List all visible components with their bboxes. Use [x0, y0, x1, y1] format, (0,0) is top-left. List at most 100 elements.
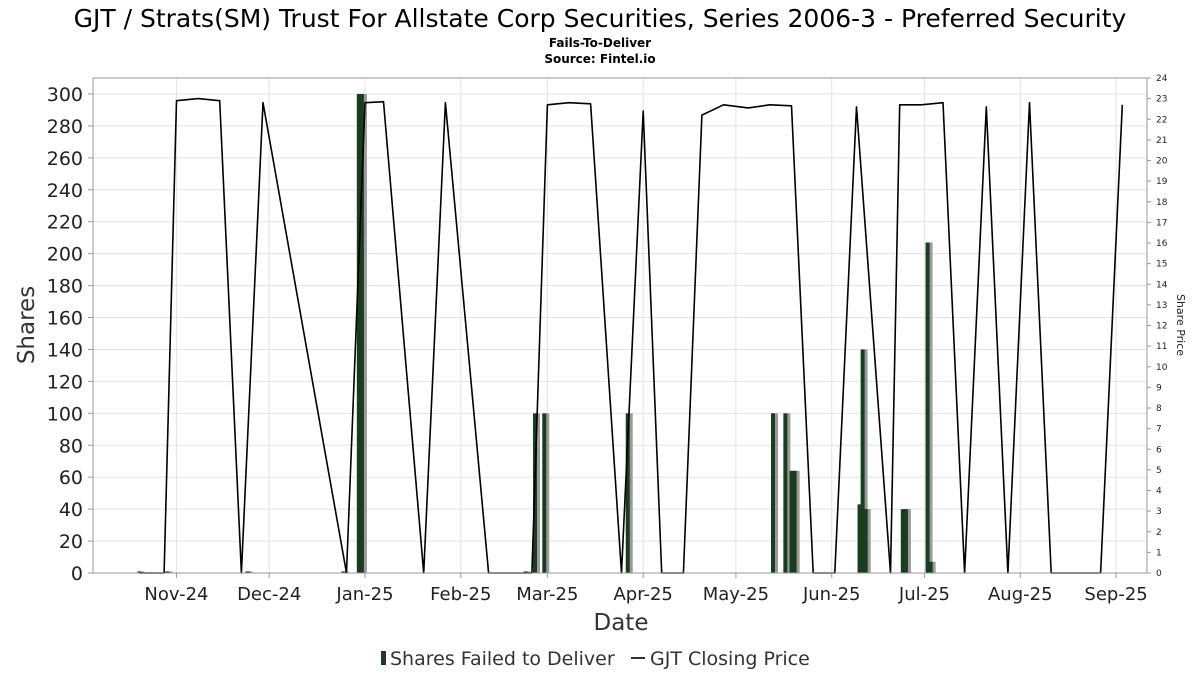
x-tick-label: Mar-25 [516, 584, 578, 605]
y-tick-label: 160 [47, 308, 83, 330]
fail-bar [356, 93, 361, 573]
y-tick-label: 100 [47, 403, 83, 425]
y2-tick-label: 7 [1156, 425, 1162, 435]
y2-tick-label: 3 [1156, 507, 1162, 517]
y-tick-label: 0 [71, 563, 83, 585]
fail-bar [860, 349, 865, 573]
x-tick-label: May-25 [703, 584, 769, 605]
y-tick-label: 80 [59, 435, 83, 457]
y-axis-left: 0 20 40 60 80 100 120 140 160 180 200 220 240 260 280 3… [47, 84, 93, 585]
y2-tick-label: 14 [1156, 280, 1168, 290]
fail-bar-shadow [795, 470, 800, 573]
y-axis-label: Shares [14, 286, 40, 364]
fail-bar [771, 413, 775, 573]
y-tick-label: 260 [47, 148, 83, 170]
fail-bar-shadow [786, 413, 791, 573]
gridlines [93, 78, 1147, 574]
fail-bar [857, 504, 862, 573]
fail-bar-shadow [248, 571, 253, 573]
fail-bar-shadow [906, 509, 911, 573]
y2-tick-label: 12 [1156, 322, 1167, 332]
y2-tick-label: 24 [1156, 74, 1168, 84]
fail-bar-shadow [168, 571, 173, 573]
fail-bar [542, 413, 547, 573]
legend: Shares Failed to Deliver GJT Closing Pri… [381, 648, 810, 670]
x-tick-label: Sep-25 [1084, 584, 1147, 605]
fail-bar [137, 571, 142, 573]
x-tick-label: Nov-24 [144, 584, 208, 605]
y-tick-label: 220 [47, 212, 83, 234]
y2-tick-label: 16 [1156, 239, 1168, 249]
fail-bar-shadow [536, 413, 540, 573]
y2-axis-label: Share Price [1174, 294, 1187, 356]
y-tick-label: 60 [59, 467, 83, 489]
fail-bar [165, 571, 170, 573]
fail-bar-shadow [931, 561, 936, 573]
x-tick-label: Feb-25 [430, 584, 491, 605]
y2-tick-label: 18 [1156, 198, 1168, 208]
fail-bar-shadow [545, 413, 550, 573]
x-tick-label: Jul-25 [898, 584, 950, 605]
y-tick-label: 300 [47, 84, 83, 106]
y2-tick-label: 20 [1156, 157, 1168, 167]
legend-label-line: GJT Closing Price [650, 648, 810, 670]
fail-bar-shadow [863, 349, 868, 573]
y2-tick-label: 1 [1156, 548, 1162, 558]
chart-source: Source: Fintel.io [544, 52, 655, 66]
y2-tick-label: 19 [1156, 177, 1168, 187]
x-tick-label: Aug-25 [988, 584, 1053, 605]
y-tick-label: 20 [59, 531, 83, 553]
y-tick-label: 40 [59, 499, 83, 521]
y2-tick-label: 5 [1156, 466, 1162, 476]
chart-subtitle: Fails-To-Deliver [549, 36, 651, 50]
fail-bar [789, 470, 794, 573]
fail-bar [925, 242, 930, 573]
y2-tick-label: 2 [1156, 528, 1162, 538]
y2-tick-label: 15 [1156, 260, 1167, 270]
y2-tick-label: 13 [1156, 301, 1167, 311]
y2-tick-label: 17 [1156, 218, 1167, 228]
y2-tick-label: 4 [1156, 487, 1162, 497]
chart-title: GJT / Strats(SM) Trust For Allstate Corp… [74, 4, 1127, 33]
fail-bar-shadow [866, 509, 871, 573]
fail-bar [863, 509, 868, 573]
fail-bar-shadow [928, 242, 933, 573]
fail-bar [903, 509, 908, 573]
fail-bar [625, 413, 630, 573]
fail-bar [900, 509, 905, 573]
y2-tick-label: 22 [1156, 115, 1167, 125]
legend-label-bars: Shares Failed to Deliver [390, 648, 615, 670]
x-tick-label: Apr-25 [613, 584, 672, 605]
x-tick-label: Dec-24 [237, 584, 301, 605]
fail-bar-shadow [628, 413, 633, 573]
y2-tick-label: 10 [1156, 363, 1168, 373]
x-axis: Nov-24 Dec-24 Jan-25 Feb-25 Mar-25 Apr-25 May-… [144, 573, 1148, 605]
y2-tick-label: 0 [1156, 569, 1162, 579]
y2-tick-label: 8 [1156, 404, 1162, 414]
fail-bar-shadow [774, 413, 778, 573]
fail-bar [783, 413, 788, 573]
y2-tick-label: 23 [1156, 95, 1167, 105]
fail-bar-shadow [362, 93, 367, 573]
y2-tick-label: 6 [1156, 445, 1162, 455]
fail-bar [792, 470, 797, 573]
fail-bar [928, 561, 933, 573]
y2-tick-label: 11 [1156, 342, 1167, 352]
x-tick-label: Jan-25 [335, 584, 393, 605]
y-tick-label: 240 [47, 180, 83, 202]
fail-bar [359, 93, 364, 573]
y2-tick-label: 21 [1156, 136, 1167, 146]
y-tick-label: 200 [47, 244, 83, 266]
y2-tick-label: 9 [1156, 383, 1162, 393]
legend-swatch-bars [381, 651, 386, 665]
y-tick-label: 120 [47, 371, 83, 393]
y-tick-label: 280 [47, 116, 83, 138]
bar-series [137, 93, 936, 573]
fail-bar [341, 571, 346, 573]
x-tick-label: Jun-25 [802, 584, 861, 605]
y-tick-label: 180 [47, 276, 83, 298]
y-tick-label: 140 [47, 339, 83, 361]
